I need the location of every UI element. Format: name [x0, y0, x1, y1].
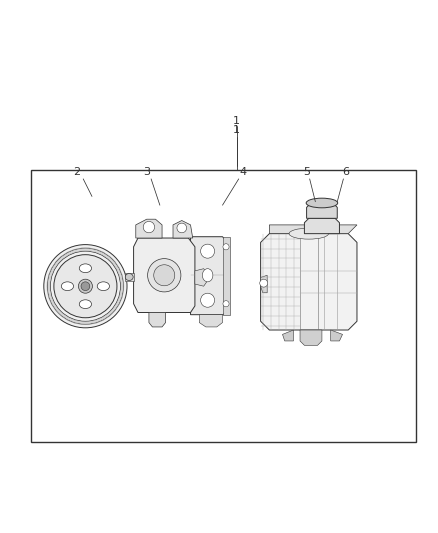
Circle shape: [223, 301, 229, 307]
Ellipse shape: [289, 228, 328, 239]
Ellipse shape: [79, 264, 92, 273]
Bar: [31, 170, 416, 442]
Ellipse shape: [202, 269, 213, 282]
Ellipse shape: [61, 282, 74, 290]
Polygon shape: [300, 330, 322, 345]
Circle shape: [223, 244, 229, 250]
Polygon shape: [195, 269, 207, 286]
Polygon shape: [283, 330, 293, 341]
Polygon shape: [136, 219, 162, 238]
Ellipse shape: [79, 300, 92, 309]
Circle shape: [54, 255, 117, 318]
Circle shape: [81, 282, 90, 290]
Circle shape: [50, 251, 120, 321]
Text: 1: 1: [233, 125, 240, 135]
Polygon shape: [149, 312, 166, 327]
Polygon shape: [261, 275, 267, 293]
Circle shape: [47, 248, 124, 324]
Circle shape: [260, 279, 268, 287]
Polygon shape: [269, 225, 357, 233]
Polygon shape: [134, 238, 195, 312]
Polygon shape: [261, 233, 357, 330]
Text: 2: 2: [73, 167, 80, 177]
Circle shape: [143, 221, 155, 233]
Circle shape: [201, 293, 215, 307]
Circle shape: [201, 244, 215, 258]
Circle shape: [44, 245, 127, 328]
Text: 3: 3: [143, 167, 150, 177]
Polygon shape: [125, 273, 134, 280]
Polygon shape: [191, 237, 228, 314]
Ellipse shape: [125, 273, 133, 280]
Circle shape: [148, 259, 181, 292]
Text: 4: 4: [240, 167, 247, 177]
Ellipse shape: [306, 198, 338, 208]
Ellipse shape: [97, 282, 110, 290]
Polygon shape: [304, 219, 339, 233]
Circle shape: [154, 265, 175, 286]
Text: 6: 6: [343, 167, 350, 177]
Text: 1: 1: [233, 116, 240, 126]
Polygon shape: [331, 330, 343, 341]
Text: 5: 5: [303, 167, 310, 177]
Circle shape: [177, 223, 187, 233]
Polygon shape: [173, 221, 193, 238]
Circle shape: [78, 279, 92, 293]
Polygon shape: [223, 237, 230, 314]
Polygon shape: [199, 314, 223, 327]
Polygon shape: [307, 203, 337, 219]
